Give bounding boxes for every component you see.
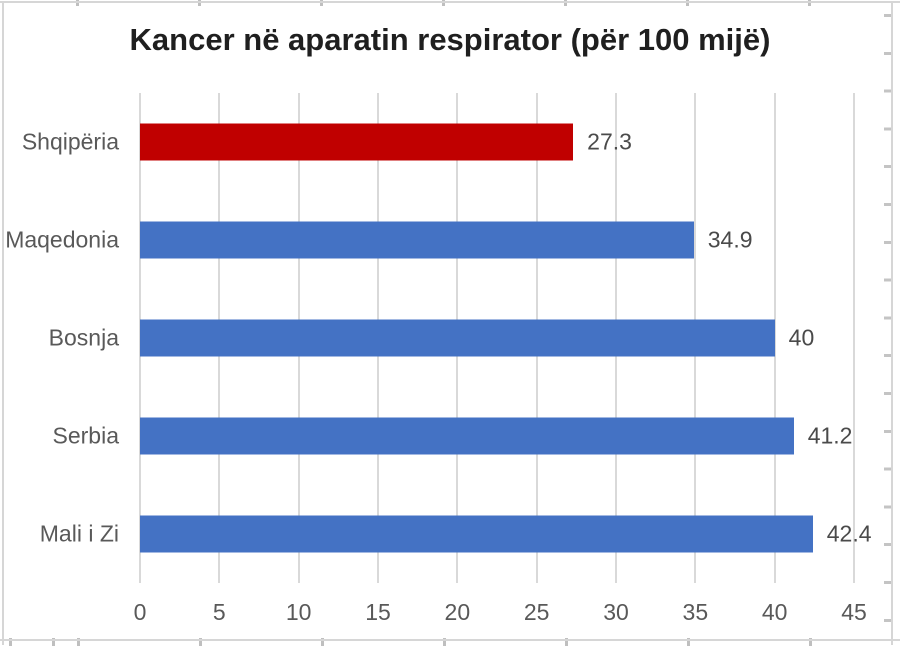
x-tick-label: 15 xyxy=(365,599,391,625)
x-tick-label: 45 xyxy=(841,599,867,625)
x-axis: 0 5 10 15 20 25 30 35 40 45 xyxy=(134,599,867,627)
x-tick-label: 40 xyxy=(761,599,788,625)
category-label: Shqipëria xyxy=(21,128,119,155)
x-tick-label: 20 xyxy=(444,599,471,625)
category-label: Maqedonia xyxy=(5,226,119,253)
x-tick-label: 0 xyxy=(133,599,147,625)
gridline xyxy=(853,93,855,583)
spreadsheet-column-tick xyxy=(9,638,12,646)
chart-row: Mali i Zi 42.4 xyxy=(40,485,872,583)
category-label: Bosnja xyxy=(48,324,119,351)
category-label: Mali i Zi xyxy=(39,520,119,547)
x-tick-label: 25 xyxy=(523,599,550,625)
chart-row: Shqipëria 27.3 xyxy=(22,93,854,191)
x-tick-label: 10 xyxy=(285,599,312,625)
x-tick-label: 5 xyxy=(212,599,226,625)
chart-row: Maqedonia 34.9 xyxy=(5,191,854,289)
x-tick-label: 30 xyxy=(603,599,629,625)
bar xyxy=(140,221,694,259)
value-label: 41.2 xyxy=(807,422,853,449)
bar xyxy=(140,417,794,455)
spreadsheet-row-ticks-right xyxy=(884,0,892,647)
spreadsheet-gridline-right xyxy=(891,1,893,645)
bar xyxy=(140,319,775,357)
gridline xyxy=(773,93,776,583)
chart-row: Serbia 41.2 xyxy=(53,387,854,485)
spreadsheet-column-ticks-bottom xyxy=(0,638,900,646)
chart-title: Kancer në aparatin respirator (për 100 m… xyxy=(129,22,771,57)
plot-area: Shqipëria 27.3 Maqedonia 34.9 Bosnja 40 Serbia… xyxy=(5,93,872,583)
value-label: 34.9 xyxy=(707,226,753,253)
value-label: 42.4 xyxy=(826,520,872,547)
spreadsheet-gridline-bottom xyxy=(0,639,900,641)
spreadsheet-gridline-left xyxy=(2,1,4,645)
value-label: 40 xyxy=(788,324,815,351)
chart-row: Bosnja 40 xyxy=(49,289,854,387)
spreadsheet-column-tick xyxy=(52,638,55,646)
category-label: Serbia xyxy=(52,422,119,449)
bar xyxy=(140,515,813,553)
spreadsheet-gridline-top xyxy=(0,1,900,3)
x-tick-label: 35 xyxy=(682,599,709,625)
bar xyxy=(140,123,574,161)
value-label: 27.3 xyxy=(587,128,632,155)
spreadsheet-column-ticks-top xyxy=(0,0,900,6)
